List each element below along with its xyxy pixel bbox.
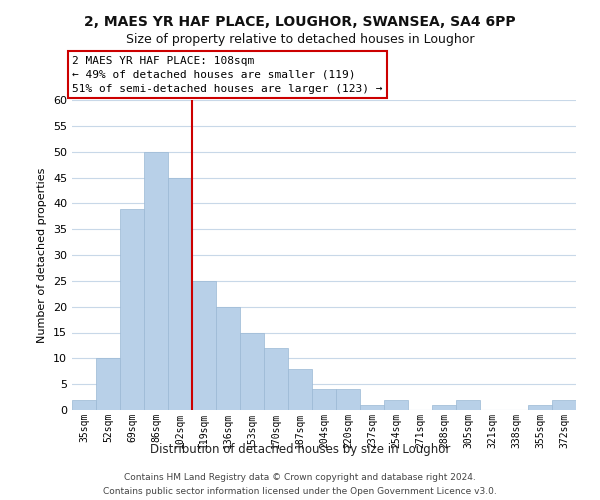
Bar [168,178,192,410]
Bar [288,368,312,410]
Text: 2 MAES YR HAF PLACE: 108sqm
← 49% of detached houses are smaller (119)
51% of se: 2 MAES YR HAF PLACE: 108sqm ← 49% of det… [72,56,383,94]
Text: Contains HM Land Registry data © Crown copyright and database right 2024.: Contains HM Land Registry data © Crown c… [124,473,476,482]
Text: 2, MAES YR HAF PLACE, LOUGHOR, SWANSEA, SA4 6PP: 2, MAES YR HAF PLACE, LOUGHOR, SWANSEA, … [84,15,516,29]
Bar [432,405,456,410]
Bar [144,152,168,410]
Bar [264,348,288,410]
Text: Size of property relative to detached houses in Loughor: Size of property relative to detached ho… [126,32,474,46]
Y-axis label: Number of detached properties: Number of detached properties [37,168,47,342]
Bar [552,400,576,410]
Bar [528,405,552,410]
Text: Contains public sector information licensed under the Open Government Licence v3: Contains public sector information licen… [103,486,497,496]
Bar [72,400,96,410]
Bar [312,390,336,410]
Bar [360,405,384,410]
Bar [336,390,360,410]
Text: Distribution of detached houses by size in Loughor: Distribution of detached houses by size … [150,444,450,456]
Bar [240,332,264,410]
Bar [456,400,480,410]
Bar [192,281,216,410]
Bar [96,358,120,410]
Bar [216,306,240,410]
Bar [384,400,408,410]
Bar [120,208,144,410]
